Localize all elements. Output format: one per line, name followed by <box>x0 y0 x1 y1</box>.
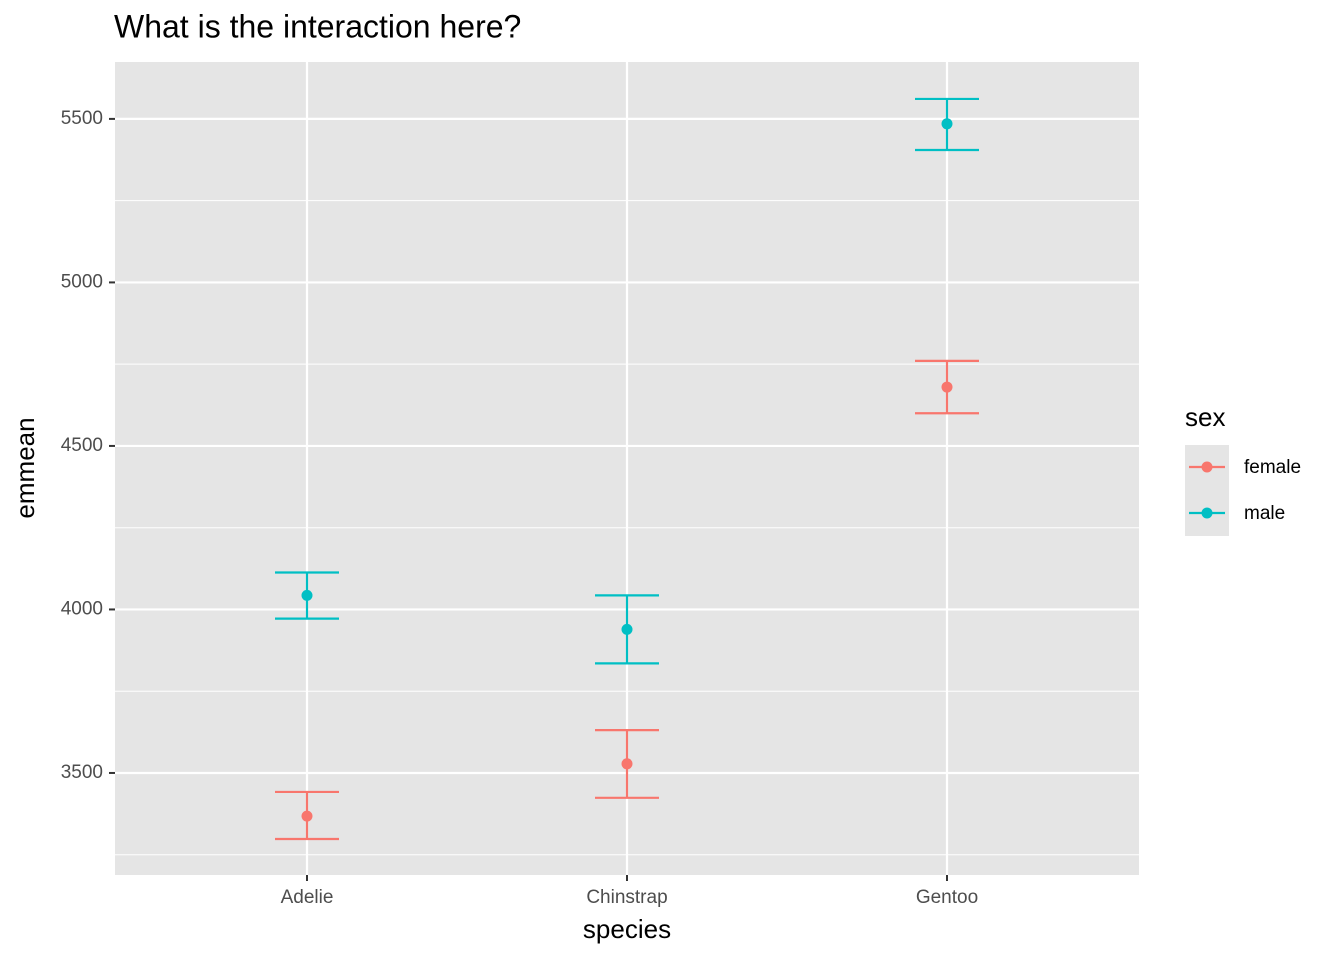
y-tick-label: 4500 <box>61 435 103 456</box>
chart-title: What is the interaction here? <box>114 8 521 44</box>
point <box>941 118 953 130</box>
y-tick-label: 5500 <box>61 108 103 129</box>
point <box>941 381 953 393</box>
x-axis-label: species <box>583 914 671 944</box>
point <box>621 758 633 770</box>
legend-point <box>1201 461 1213 473</box>
x-tick-label: Chinstrap <box>586 887 667 908</box>
point <box>301 810 313 822</box>
point <box>301 589 313 601</box>
legend-label: female <box>1244 457 1301 478</box>
legend-key-box <box>1185 445 1229 536</box>
legend-point <box>1201 507 1213 519</box>
point <box>621 623 633 635</box>
x-tick-label: Gentoo <box>916 887 978 908</box>
legend-label: male <box>1244 503 1285 524</box>
x-tick-label: Adelie <box>281 887 334 908</box>
legend-title: sex <box>1185 402 1225 432</box>
y-axis-label: emmean <box>10 417 40 518</box>
y-tick-label: 4000 <box>61 598 103 619</box>
y-tick-label: 3500 <box>61 762 103 783</box>
y-tick-label: 5000 <box>61 271 103 292</box>
